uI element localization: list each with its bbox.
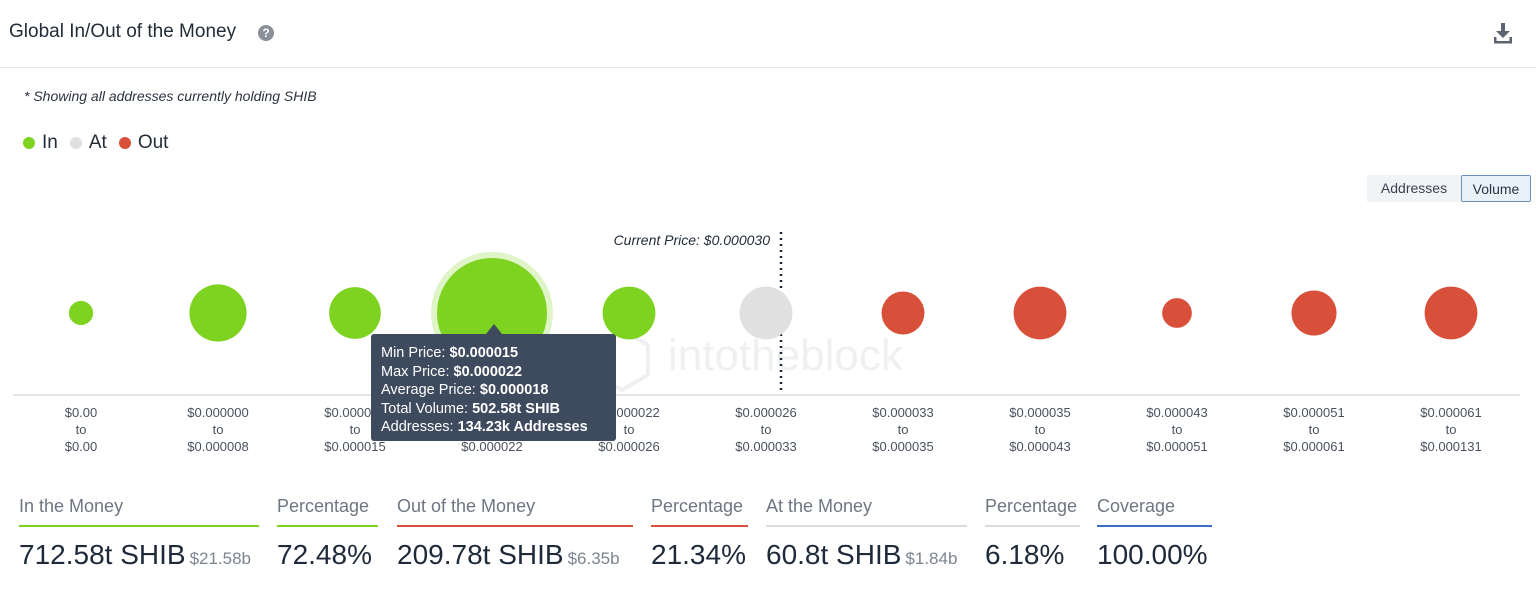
- bubble-out: [1162, 298, 1192, 328]
- legend-dot-out: [118, 137, 131, 149]
- volume-toggle-button[interactable]: Volume: [1461, 175, 1531, 202]
- tick-label-to-word: to: [1035, 422, 1046, 437]
- tick-label-from: $0.00: [65, 405, 98, 420]
- watermark-text: intotheblock: [668, 331, 904, 380]
- tick-label-from: $0.000008: [324, 405, 385, 420]
- stat-in-the-money: In the Money 712.58t SHIB $21.58b: [19, 496, 259, 571]
- tooltip-min-row: Min Price: $0.000015: [381, 345, 519, 361]
- tick-label-from: $0.000051: [1283, 405, 1344, 420]
- tick-label-to: $0.000033: [735, 439, 796, 454]
- stat-coverage-value: 100.00%: [1097, 539, 1208, 570]
- tick-label-to: $0.000026: [598, 439, 659, 454]
- bubble-out: [1424, 286, 1478, 340]
- legend-dot-at: [69, 137, 82, 149]
- bubble-in: [329, 287, 381, 339]
- tick-label-from: $0.000026: [735, 405, 796, 420]
- stat-out-pct-label: Percentage: [651, 496, 748, 527]
- stat-at-label: At the Money: [766, 496, 967, 527]
- header: Global In/Out of the Money ?: [0, 0, 1536, 68]
- tick-label-to-word: to: [1309, 422, 1320, 437]
- stat-at-value: 60.8t SHIB $1.84b: [766, 539, 958, 570]
- bubble-out: [1291, 290, 1337, 336]
- legend-item-at[interactable]: At: [69, 132, 107, 154]
- tick-label-to-word: to: [1446, 422, 1457, 437]
- tooltip-volume-row: Total Volume: 502.58t SHIB: [381, 400, 560, 417]
- tooltip-max-row: Max Price: $0.000022: [381, 363, 523, 380]
- stat-out-pct-value: 21.34%: [651, 539, 746, 570]
- tick-label-to-word: to: [898, 422, 909, 437]
- stat-in-pct-value: 72.48%: [277, 539, 372, 570]
- bubble-in: [68, 300, 94, 326]
- tick-label-to-word: to: [624, 422, 635, 437]
- tooltip-avg-row: Average Price: $0.000018: [381, 382, 549, 399]
- tick-label-to: $0.000015: [324, 439, 385, 454]
- stat-out-label: Out of the Money: [397, 496, 633, 527]
- stat-out-percentage: Percentage 21.34%: [651, 496, 748, 571]
- tick-label-to: $0.00: [65, 439, 98, 454]
- tick-label-from: $0.000061: [1420, 405, 1481, 420]
- legend-label-in: In: [42, 132, 58, 153]
- legend-item-out[interactable]: Out: [118, 132, 169, 154]
- tick-label-to-word: to: [213, 422, 224, 437]
- tick-label-to-word: to: [350, 422, 361, 437]
- legend-dot-in: [23, 137, 35, 149]
- current-price-label: Current Price: $0.000030: [614, 232, 771, 248]
- stat-at-percentage: Percentage 6.18%: [985, 496, 1080, 571]
- tick-label-to-word: to: [1172, 422, 1183, 437]
- stat-in-label: In the Money: [19, 496, 259, 527]
- stat-at-the-money: At the Money 60.8t SHIB $1.84b: [766, 496, 967, 571]
- tick-label-to: $0.000131: [1420, 439, 1481, 454]
- bubble-out: [881, 291, 925, 335]
- tick-label-from: $0.000000: [187, 405, 248, 420]
- download-icon[interactable]: [1490, 20, 1516, 46]
- stat-in-percentage: Percentage 72.48%: [277, 496, 378, 571]
- stat-out-value: 209.78t SHIB $6.35b: [397, 539, 620, 570]
- tick-label-to-word: to: [76, 422, 87, 437]
- legend-item-in[interactable]: In: [23, 132, 58, 154]
- tick-label-to: $0.000035: [872, 439, 933, 454]
- tick-label-to: $0.000022: [461, 439, 522, 454]
- addresses-toggle-button[interactable]: Addresses: [1367, 175, 1461, 202]
- legend-label-at: At: [88, 132, 107, 153]
- page-title: Global In/Out of the Money: [9, 21, 237, 42]
- legend: In At Out: [23, 132, 180, 154]
- help-icon[interactable]: ?: [258, 25, 274, 41]
- stat-at-pct-value: 6.18%: [985, 539, 1065, 570]
- bubble-chart: intotheblock Current Price: $0.000030 $0.0…: [13, 232, 1520, 454]
- tooltip-arrow: [486, 324, 502, 334]
- tick-label-to-word: to: [761, 422, 772, 437]
- stat-coverage-label: Coverage: [1097, 496, 1212, 527]
- stat-at-pct-label: Percentage: [985, 496, 1080, 527]
- stat-out-of-the-money: Out of the Money 209.78t SHIB $6.35b: [397, 496, 633, 571]
- bubble-at: [739, 286, 793, 340]
- tick-label-from: $0.000043: [1146, 405, 1207, 420]
- chart-tooltip: Min Price: $0.000015 Max Price: $0.00002…: [371, 334, 616, 441]
- stat-in-value: 712.58t SHIB $21.58b: [19, 539, 252, 570]
- tick-label-to: $0.000051: [1146, 439, 1207, 454]
- tick-label-from: $0.000035: [1009, 405, 1070, 420]
- bubble-out: [1013, 286, 1067, 340]
- bubble-in: [602, 286, 656, 340]
- tooltip-addresses-row: Addresses: 134.23k Addresses: [381, 419, 588, 436]
- tick-label-to: $0.000008: [187, 439, 248, 454]
- stat-coverage: Coverage 100.00%: [1097, 496, 1212, 571]
- tick-label-from: $0.000033: [872, 405, 933, 420]
- tick-label-to: $0.000061: [1283, 439, 1344, 454]
- legend-label-out: Out: [137, 132, 169, 153]
- note-text: * Showing all addresses currently holdin…: [24, 88, 317, 104]
- stat-in-pct-label: Percentage: [277, 496, 378, 527]
- bubble-in: [189, 284, 247, 342]
- tick-label-to: $0.000043: [1009, 439, 1070, 454]
